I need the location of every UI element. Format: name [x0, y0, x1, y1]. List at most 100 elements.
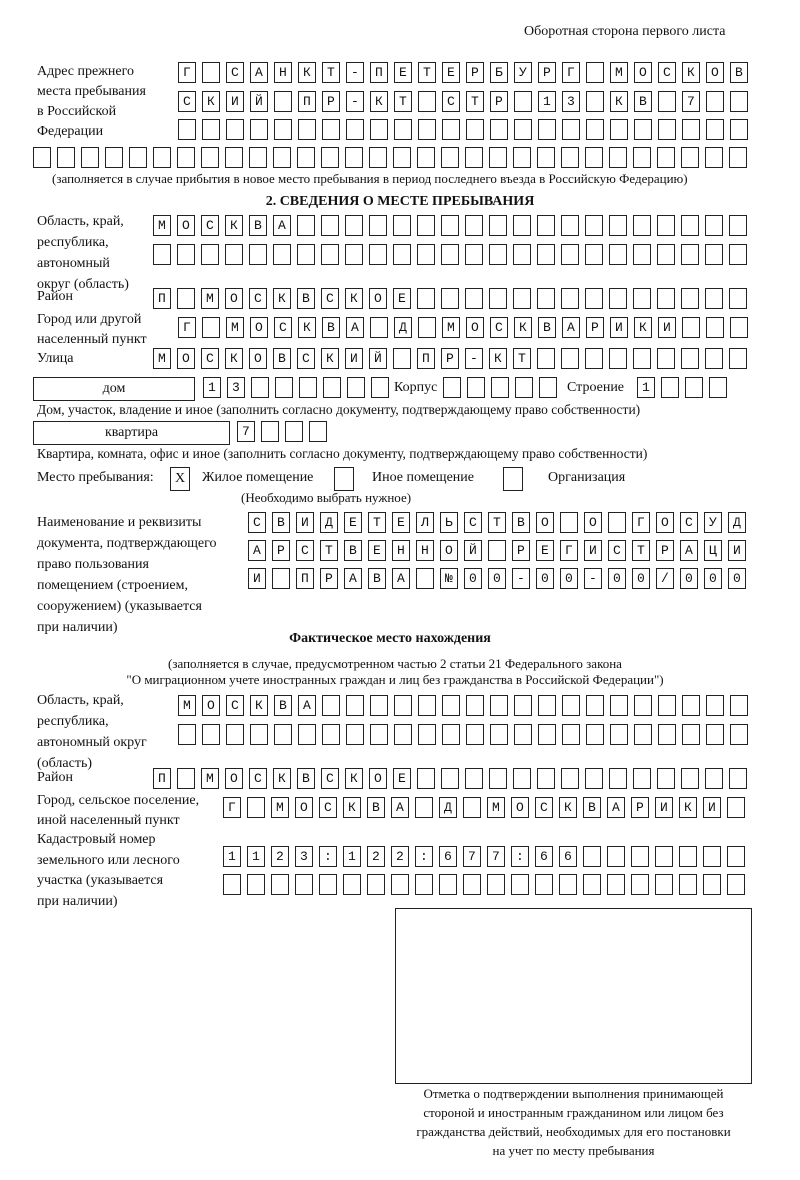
char-cell[interactable] — [465, 244, 483, 265]
char-cell[interactable] — [441, 215, 459, 236]
char-cell[interactable] — [274, 62, 292, 83]
char-cell[interactable] — [463, 846, 481, 867]
char-cell[interactable] — [274, 317, 292, 338]
char-cell[interactable] — [371, 377, 389, 398]
char-cell[interactable] — [705, 244, 723, 265]
char-cell[interactable] — [583, 797, 601, 818]
char-cell[interactable] — [537, 288, 555, 309]
char-cell[interactable] — [273, 288, 291, 309]
char-cell[interactable] — [442, 119, 460, 140]
char-cell[interactable] — [585, 348, 603, 369]
char-cell[interactable] — [562, 119, 580, 140]
char-cell[interactable] — [511, 874, 529, 895]
char-cell[interactable] — [440, 512, 458, 533]
char-cell[interactable] — [249, 215, 267, 236]
char-cell[interactable] — [347, 377, 365, 398]
char-cell[interactable] — [417, 768, 435, 789]
char-cell[interactable] — [705, 768, 723, 789]
char-cell[interactable] — [226, 317, 244, 338]
char-cell[interactable] — [637, 377, 655, 398]
char-cell[interactable] — [465, 215, 483, 236]
char-cell[interactable] — [346, 119, 364, 140]
char-cell[interactable] — [560, 512, 578, 533]
char-cell[interactable] — [730, 695, 748, 716]
char-cell[interactable] — [343, 797, 361, 818]
char-cell[interactable] — [610, 62, 628, 83]
char-cell[interactable] — [439, 797, 457, 818]
char-cell[interactable] — [296, 540, 314, 561]
char-cell[interactable] — [272, 540, 290, 561]
char-cell[interactable] — [585, 288, 603, 309]
char-cell[interactable] — [178, 91, 196, 112]
char-cell[interactable] — [345, 244, 363, 265]
char-cell[interactable] — [297, 215, 315, 236]
char-cell[interactable] — [202, 119, 220, 140]
char-cell[interactable] — [153, 288, 171, 309]
char-cell[interactable] — [465, 288, 483, 309]
char-cell[interactable] — [633, 147, 651, 168]
char-cell[interactable] — [727, 874, 745, 895]
char-cell[interactable] — [441, 288, 459, 309]
char-cell[interactable] — [490, 62, 508, 83]
char-cell[interactable] — [223, 797, 241, 818]
char-cell[interactable] — [367, 846, 385, 867]
char-cell[interactable] — [33, 147, 51, 168]
char-cell[interactable] — [513, 215, 531, 236]
char-cell[interactable] — [369, 147, 387, 168]
char-cell[interactable] — [538, 91, 556, 112]
char-cell[interactable] — [319, 797, 337, 818]
char-cell[interactable] — [297, 147, 315, 168]
apartment-type-field[interactable]: квартира — [33, 421, 230, 445]
char-cell[interactable] — [679, 846, 697, 867]
char-cell[interactable] — [321, 768, 339, 789]
char-cell[interactable] — [201, 768, 219, 789]
char-cell[interactable] — [346, 695, 364, 716]
char-cell[interactable] — [418, 695, 436, 716]
char-cell[interactable] — [392, 568, 410, 589]
char-cell[interactable] — [513, 244, 531, 265]
char-cell[interactable] — [706, 91, 724, 112]
char-cell[interactable] — [223, 846, 241, 867]
char-cell[interactable] — [439, 846, 457, 867]
char-cell[interactable] — [728, 568, 746, 589]
char-cell[interactable] — [440, 540, 458, 561]
char-cell[interactable] — [658, 62, 676, 83]
char-cell[interactable] — [251, 377, 269, 398]
char-cell[interactable] — [322, 724, 340, 745]
char-cell[interactable] — [584, 540, 602, 561]
char-cell[interactable] — [489, 244, 507, 265]
char-cell[interactable] — [466, 695, 484, 716]
char-cell[interactable] — [561, 147, 579, 168]
char-cell[interactable] — [203, 377, 221, 398]
stay-option-residential-checkbox[interactable]: X — [170, 467, 190, 491]
char-cell[interactable] — [535, 874, 553, 895]
char-cell[interactable] — [370, 91, 388, 112]
char-cell[interactable] — [441, 244, 459, 265]
char-cell[interactable] — [394, 724, 412, 745]
char-cell[interactable] — [514, 695, 532, 716]
char-cell[interactable] — [632, 540, 650, 561]
char-cell[interactable] — [703, 797, 721, 818]
char-cell[interactable] — [538, 62, 556, 83]
char-cell[interactable] — [464, 568, 482, 589]
char-cell[interactable] — [559, 874, 577, 895]
char-cell[interactable] — [512, 568, 530, 589]
char-cell[interactable] — [634, 91, 652, 112]
char-cell[interactable] — [514, 119, 532, 140]
char-cell[interactable] — [393, 147, 411, 168]
char-cell[interactable] — [177, 768, 195, 789]
char-cell[interactable] — [655, 797, 673, 818]
char-cell[interactable] — [227, 377, 245, 398]
char-cell[interactable] — [490, 695, 508, 716]
char-cell[interactable] — [309, 421, 327, 442]
char-cell[interactable] — [153, 348, 171, 369]
char-cell[interactable] — [442, 317, 460, 338]
char-cell[interactable] — [514, 317, 532, 338]
char-cell[interactable] — [512, 540, 530, 561]
char-cell[interactable] — [417, 348, 435, 369]
char-cell[interactable] — [655, 846, 673, 867]
char-cell[interactable] — [57, 147, 75, 168]
char-cell[interactable] — [442, 724, 460, 745]
char-cell[interactable] — [81, 147, 99, 168]
char-cell[interactable] — [511, 846, 529, 867]
